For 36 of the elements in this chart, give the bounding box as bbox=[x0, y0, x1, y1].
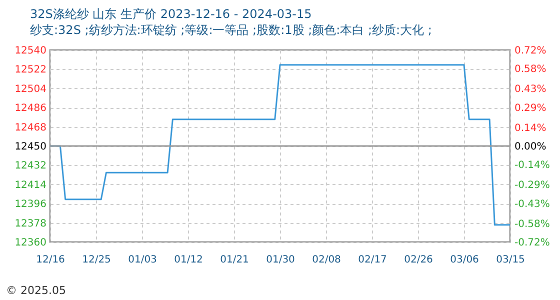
y2-tick-label: -0.14% bbox=[514, 160, 550, 172]
x-tick-label: 01/21 bbox=[220, 254, 249, 266]
y-tick-label: 12450 bbox=[14, 142, 46, 152]
y2-tick-label: 0.58% bbox=[514, 64, 546, 76]
x-tick-label: 02/17 bbox=[358, 254, 387, 266]
x-tick-label: 03/06 bbox=[450, 254, 479, 266]
x-tick-label: 02/08 bbox=[312, 254, 341, 266]
y2-tick-label: -0.29% bbox=[514, 180, 550, 192]
text: © 2025.05 bbox=[6, 284, 66, 297]
x-tick-label: 02/26 bbox=[404, 254, 433, 266]
chart-title: 32S涤纶纱 山东 生产价 2023-12-16 - 2024-03-15 bbox=[30, 7, 312, 21]
y-tick-label: 12504 bbox=[14, 84, 46, 95]
y2-tick-label: -0.72% bbox=[514, 238, 550, 248]
x-tick-label: 03/15 bbox=[496, 254, 525, 266]
chart-subtitle: 纱支:32S ;纺纱方法:环锭纺 ;等级:一等品 ;股数:1股 ;颜色:本白 ;纱质:大化 ; bbox=[30, 23, 432, 37]
y2-tick-label: -0.43% bbox=[514, 198, 550, 210]
y-tick-label: 12540 bbox=[14, 46, 46, 56]
y-tick-label: 12396 bbox=[14, 199, 46, 210]
y-tick-label: 12378 bbox=[14, 218, 46, 230]
y-tick-label: 12522 bbox=[14, 64, 46, 76]
y2-tick-label: 0.72% bbox=[514, 46, 546, 56]
y-tick-label: 12432 bbox=[14, 160, 46, 172]
y-tick-label: 12360 bbox=[14, 238, 46, 248]
x-tick-label: 12/25 bbox=[82, 254, 111, 266]
x-tick-label: 01/30 bbox=[266, 254, 295, 266]
y2-tick-label: 0.14% bbox=[514, 122, 546, 134]
x-tick-label: 12/16 bbox=[36, 254, 65, 266]
x-tick-label: 01/03 bbox=[128, 254, 157, 266]
x-tick-label: 01/12 bbox=[174, 254, 203, 266]
y2-tick-label: 0.43% bbox=[514, 84, 546, 96]
y2-tick-label: -0.58% bbox=[514, 218, 550, 230]
y-tick-label: 12414 bbox=[14, 180, 46, 191]
y-tick-label: 12468 bbox=[14, 122, 46, 134]
y-tick-label: 12486 bbox=[14, 103, 46, 114]
y2-tick-label: 0.00% bbox=[514, 142, 546, 152]
y2-tick-label: 0.29% bbox=[514, 102, 546, 114]
